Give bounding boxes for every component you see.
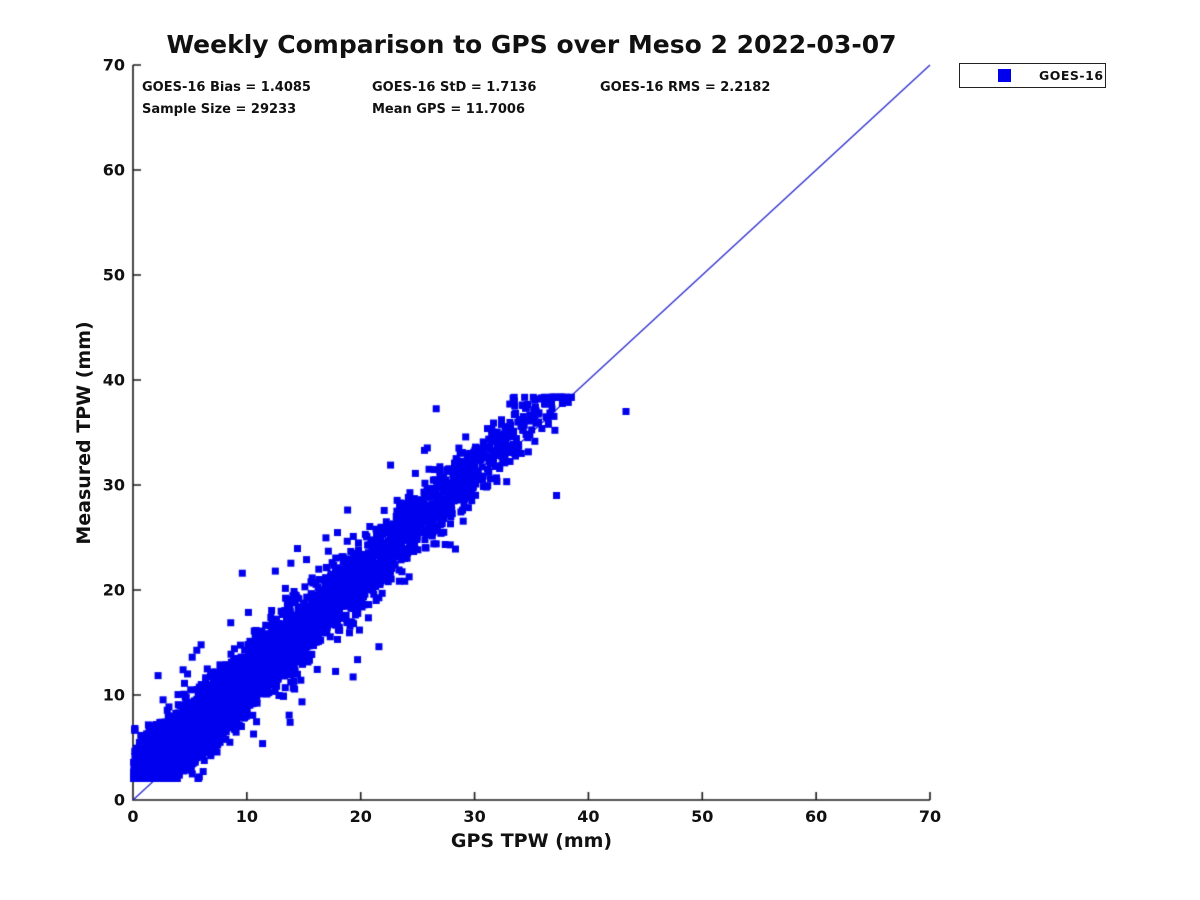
- legend-entry-label: GOES-16: [1039, 68, 1104, 83]
- x-tick-label-40: 40: [577, 807, 600, 826]
- x-tick-label-70: 70: [918, 807, 942, 826]
- y-tick-label-70: 70: [102, 55, 125, 75]
- y-tick-label-20: 20: [102, 580, 125, 600]
- x-tick-label-50: 50: [691, 807, 714, 826]
- x-tick-label-30: 30: [463, 807, 486, 826]
- y-tick-label-40: 40: [102, 370, 125, 390]
- stat-sample-size: Sample Size = 29233: [142, 102, 297, 117]
- x-tick-label-0: 0: [127, 807, 139, 826]
- stat-mean-gps: Mean GPS = 11.7006: [372, 102, 526, 117]
- legend-box: GOES-16: [959, 63, 1106, 88]
- y-tick-label-30: 30: [102, 475, 125, 495]
- stat-std: GOES-16 StD = 1.7136: [372, 80, 537, 95]
- chart-title: Weekly Comparison to GPS over Meso 2 202…: [166, 30, 897, 59]
- x-tick-label-20: 20: [349, 807, 372, 826]
- y-tick-label-50: 50: [102, 265, 125, 285]
- y-tick-label-10: 10: [102, 685, 125, 705]
- stat-bias: GOES-16 Bias = 1.4085: [142, 80, 311, 95]
- x-axis-label: GPS TPW (mm): [450, 830, 613, 852]
- x-tick-label-10: 10: [235, 807, 258, 826]
- y-axis-label: Measured TPW (mm): [73, 321, 95, 545]
- stat-rms: GOES-16 RMS = 2.2182: [600, 80, 771, 95]
- legend-marker-square-icon: [998, 69, 1011, 82]
- x-tick-label-60: 60: [805, 807, 828, 826]
- y-tick-label-0: 0: [113, 790, 125, 810]
- y-tick-label-60: 60: [102, 160, 125, 180]
